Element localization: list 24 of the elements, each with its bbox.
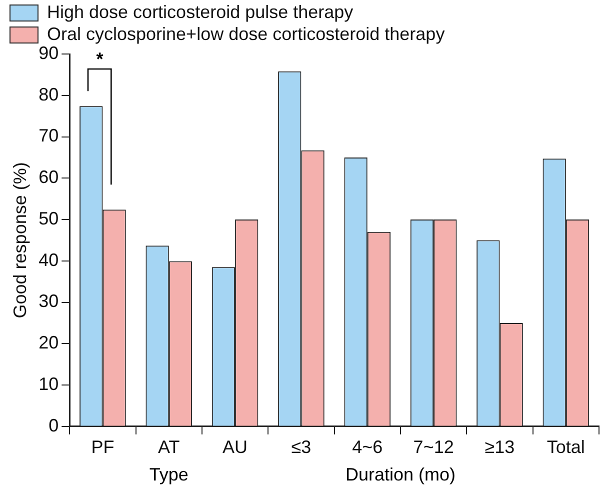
y-tick-label: 80 [38,84,59,104]
x-tick-label: Total [546,437,585,458]
x-tick-label: ≥13 [484,437,515,458]
y-tick-label: 40 [38,250,59,270]
legend-label: High dose corticosteroid pulse therapy [47,2,354,22]
y-tick-label: 30 [38,291,59,312]
y-tick-label: 10 [38,374,59,394]
text: Duration (mo) [345,464,456,484]
y-tick-label: 20 [38,332,59,353]
y-tick-label: 90 [38,42,59,63]
y-tick-label: 0 [48,415,59,436]
x-tick-label: PF [91,437,114,458]
y-tick-label: 70 [38,126,59,146]
annotation: * [96,48,104,69]
x-tick-label: AT [158,437,180,458]
text: Type [149,464,188,484]
x-tick-label: 4~6 [352,437,383,458]
x-tick-label: 7~12 [413,437,454,458]
x-tick-label: AU [222,437,248,458]
y-tick-label: 60 [38,167,59,188]
legend-label: Oral cyclosporine+low dose corticosteroid therapy [47,24,445,44]
x-tick-label: ≤3 [291,437,312,458]
y-tick-label: 50 [38,208,59,228]
y-axis-title: Good response (%) [10,162,30,318]
